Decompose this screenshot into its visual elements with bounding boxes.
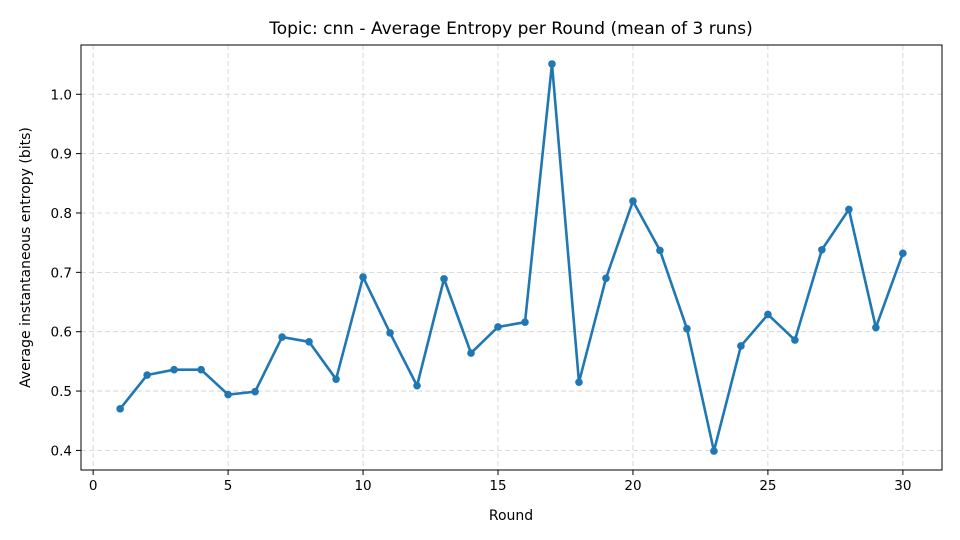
- data-point: [629, 197, 637, 205]
- data-point: [521, 318, 529, 326]
- grid-lines: [81, 45, 942, 470]
- axis-ticks: 0 5 10 15 20 25 30 0.4 0.5 0.6 0.7 0.8 0.9 1.0: [51, 87, 912, 494]
- data-point: [791, 336, 799, 344]
- series-line: [119, 62, 905, 453]
- plot-frame: [80, 44, 943, 471]
- data-point: [602, 274, 610, 283]
- x-tick-label: 0: [89, 478, 98, 494]
- data-point: [116, 405, 124, 413]
- x-tick-label: 25: [759, 478, 776, 494]
- data-point: [494, 323, 502, 331]
- data-point: [197, 365, 205, 374]
- data-point: [386, 329, 394, 337]
- data-point: [818, 245, 826, 254]
- y-axis-label: Average instantaneous entropy (bits): [18, 127, 34, 388]
- data-point: [224, 390, 232, 399]
- data-point: [710, 447, 718, 455]
- y-tick-label: 0.8: [51, 206, 72, 222]
- data-point: [278, 333, 286, 341]
- data-point: [548, 60, 556, 68]
- data-point: [737, 342, 745, 350]
- y-tick-label: 0.6: [51, 325, 72, 341]
- data-point: [764, 310, 772, 319]
- data-point: [872, 323, 880, 332]
- data-point: [845, 205, 853, 214]
- y-tick-label: 0.5: [51, 384, 72, 400]
- y-tick-label: 1.0: [51, 87, 72, 103]
- x-tick-label: 30: [894, 478, 911, 494]
- series-layer: [116, 60, 907, 455]
- data-point: [656, 246, 664, 255]
- data-point: [359, 273, 367, 281]
- data-point: [467, 349, 475, 357]
- chart-title: Topic: cnn - Average Entropy per Round (…: [268, 19, 753, 39]
- data-point: [251, 387, 259, 396]
- y-tick-label: 0.9: [51, 147, 72, 163]
- data-point: [683, 324, 691, 333]
- x-axis-label: Round: [489, 508, 533, 524]
- x-tick-label: 5: [224, 478, 233, 494]
- data-point: [170, 365, 178, 374]
- x-tick-label: 10: [354, 478, 371, 494]
- x-tick-label: 20: [624, 478, 641, 494]
- data-point: [143, 371, 151, 379]
- x-tick-label: 15: [489, 478, 506, 494]
- data-point: [332, 375, 340, 383]
- data-point: [575, 378, 583, 386]
- data-point: [413, 381, 421, 390]
- y-tick-label: 0.7: [51, 265, 72, 281]
- data-point: [899, 249, 907, 258]
- data-point: [440, 275, 448, 283]
- data-point: [305, 337, 313, 346]
- y-tick-label: 0.4: [51, 443, 72, 459]
